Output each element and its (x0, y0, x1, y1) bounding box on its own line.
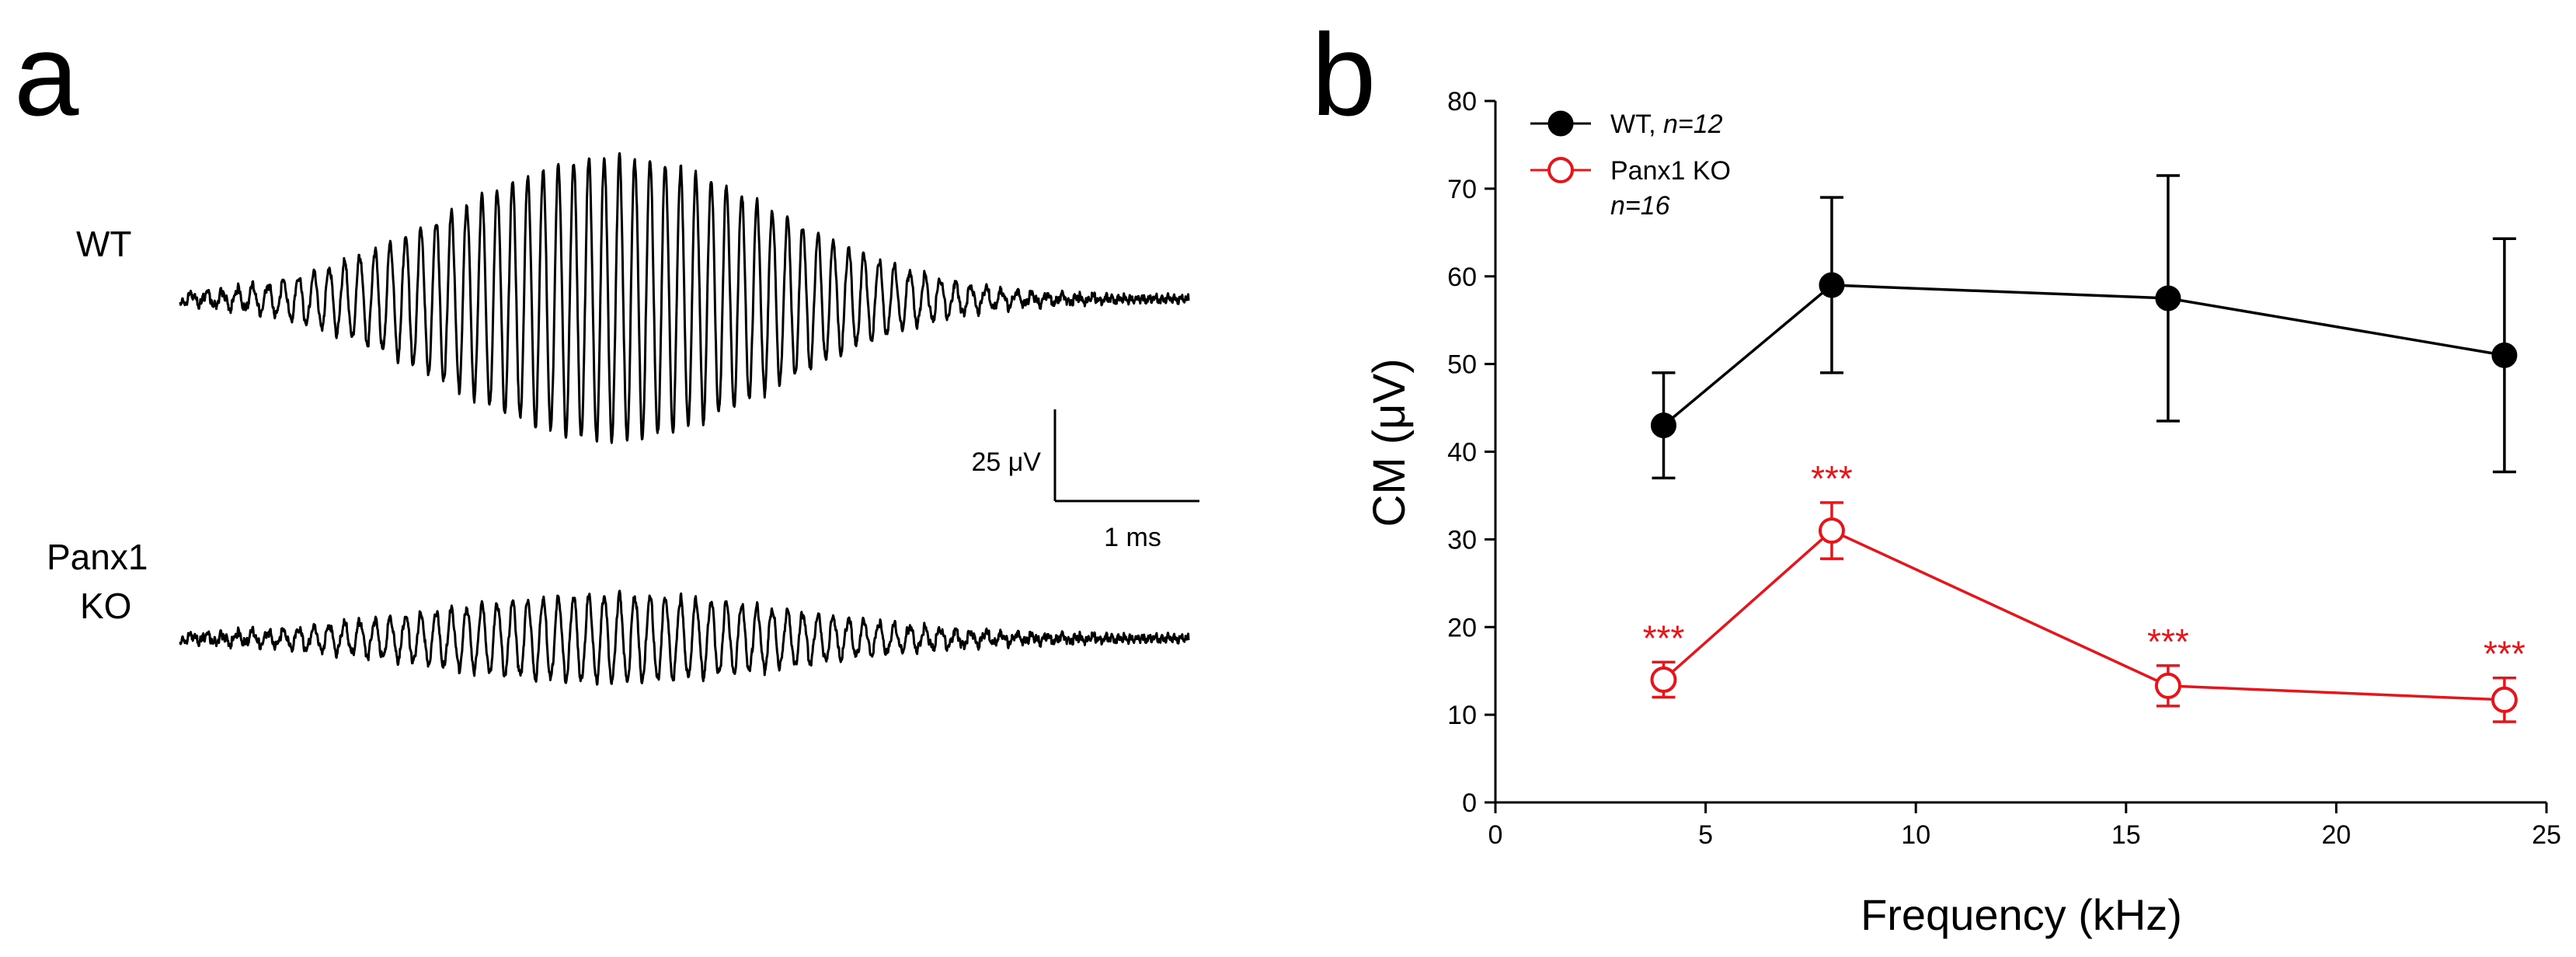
data-point-ko (2491, 686, 2518, 713)
legend-ko-n: n=16 (1610, 191, 1670, 221)
series-ko (1650, 501, 2518, 723)
y-tick-label: 70 (1447, 175, 1477, 204)
x-tick-label: 15 (2111, 820, 2141, 850)
panel-a-label: a (14, 9, 79, 140)
legend-wt-marker (1547, 110, 1574, 137)
y-tick-label: 50 (1447, 350, 1477, 380)
x-tick-label: 10 (1901, 820, 1930, 850)
significance-marker: *** (2484, 634, 2526, 674)
series-layer (1650, 174, 2518, 723)
significance-marker: *** (1811, 458, 1853, 499)
panel-b-label: b (1311, 9, 1376, 140)
scale-bar: 25 μV 1 ms (971, 409, 1199, 552)
data-point-ko (1818, 517, 1845, 545)
y-tick-label: 20 (1447, 613, 1477, 642)
panel-a: a WT Panx1 KO 25 μV 1 ms (14, 9, 1199, 686)
legend-wt-name: WT, (1610, 110, 1663, 139)
legend-wt-label: WT, n=12 (1610, 110, 1723, 139)
ko-trace-label-line2: KO (80, 586, 131, 626)
series-line-wt (1662, 284, 2505, 426)
annotation-layer: *** *** *** *** (1643, 458, 2526, 674)
x-axis-title: Frequency (kHz) (1861, 890, 2182, 939)
x-ticks: 0 5 10 15 20 25 (1488, 802, 2561, 850)
y-tick-label: 80 (1447, 87, 1477, 117)
scale-bar-time-label: 1 ms (1104, 523, 1161, 552)
data-point-wt (1650, 412, 1676, 439)
series-wt (1650, 174, 2518, 480)
panel-b: b 0 5 10 15 20 25 0 10 20 30 40 50 60 70 80 Frequency… (1311, 9, 2561, 939)
data-point-wt (2155, 285, 2181, 311)
y-axis-title: CM (μV) (1364, 358, 1415, 527)
scale-bar-voltage-label: 25 μV (971, 447, 1041, 477)
data-point-wt (2491, 342, 2518, 368)
legend: WT, n=12 Panx1 KO n=16 (1530, 110, 1731, 221)
y-ticks: 0 10 20 30 40 50 60 70 80 (1447, 87, 1495, 818)
legend-wt-n: n=12 (1663, 110, 1723, 139)
wt-cm-trace (179, 151, 1190, 444)
data-point-ko (2154, 672, 2181, 699)
significance-marker: *** (1643, 618, 1685, 658)
y-tick-label: 30 (1447, 525, 1477, 555)
y-tick-label: 10 (1447, 701, 1477, 730)
legend-ko-marker (1547, 157, 1574, 183)
ko-trace-label-line1: Panx1 (47, 537, 148, 577)
legend-ko-name: Panx1 KO (1610, 156, 1731, 186)
significance-marker: *** (2147, 621, 2189, 662)
y-tick-label: 0 (1462, 788, 1477, 818)
y-tick-label: 40 (1447, 438, 1477, 468)
wt-trace-label: WT (76, 224, 132, 264)
x-tick-label: 5 (1698, 820, 1713, 850)
x-tick-label: 0 (1488, 820, 1503, 850)
x-tick-label: 25 (2532, 820, 2561, 850)
ko-cm-trace (179, 590, 1190, 686)
data-point-ko (1650, 666, 1677, 693)
series-line-ko (1662, 529, 2505, 701)
x-tick-label: 20 (2321, 820, 2351, 850)
data-point-wt (1819, 272, 1845, 298)
y-tick-label: 60 (1447, 263, 1477, 292)
